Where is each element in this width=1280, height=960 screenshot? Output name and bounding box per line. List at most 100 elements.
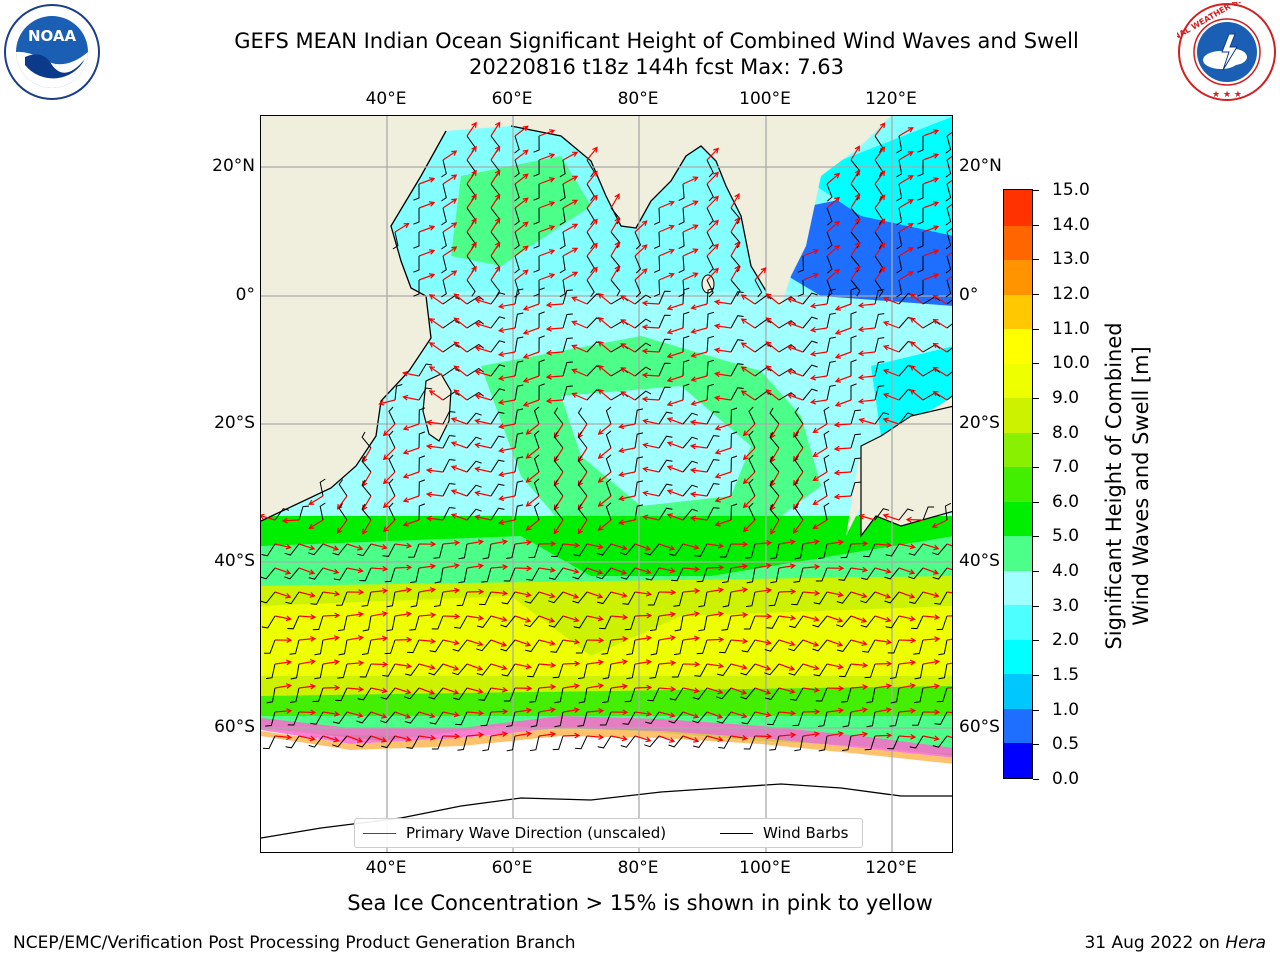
wave-direction-arrow — [682, 272, 699, 281]
wave-direction-arrow — [857, 302, 876, 309]
wind-barb — [554, 687, 564, 704]
colorbar-tick-label: 9.0 — [1052, 387, 1080, 408]
wind-barb — [361, 639, 372, 655]
wave-direction-arrow — [522, 327, 540, 335]
wind-barb — [601, 687, 612, 704]
wind-barb — [885, 615, 900, 629]
wave-direction-arrow — [778, 539, 797, 545]
wave-direction-arrow — [498, 495, 516, 502]
wave-direction-arrow — [730, 541, 749, 548]
wind-barb — [896, 279, 903, 298]
wave-direction-arrow — [792, 495, 804, 511]
wave-direction-arrow — [274, 708, 293, 714]
wave-direction-arrow — [402, 447, 420, 455]
wave-direction-arrow — [322, 635, 341, 641]
wave-direction-arrow — [562, 638, 581, 645]
wave-direction-arrow — [466, 687, 484, 694]
lon-label-bottom-120e: 120°E — [865, 858, 917, 878]
wave-direction-arrow — [931, 519, 948, 528]
wind-barb — [887, 639, 900, 654]
wind-barb — [754, 295, 772, 305]
wind-barb — [357, 543, 372, 557]
wind-barb — [308, 735, 324, 748]
wind-barb — [442, 319, 460, 329]
wind-barb — [596, 543, 612, 556]
map-canvas — [261, 116, 952, 852]
wave-direction-arrow — [538, 615, 556, 623]
wave-direction-arrow — [932, 390, 948, 401]
wind-barb — [649, 663, 660, 679]
wave-direction-arrow — [898, 591, 916, 599]
colorbar-tick-mark — [1033, 328, 1039, 330]
wave-direction-arrow — [298, 659, 317, 665]
wave-direction-arrow — [586, 734, 605, 740]
wave-direction-arrow — [442, 222, 458, 233]
colorbar-segment — [1004, 432, 1032, 468]
wind-barb — [860, 615, 876, 628]
wind-barb — [562, 361, 573, 377]
wave-direction-arrow — [706, 611, 725, 617]
wind-barb — [577, 479, 588, 497]
wave-direction-arrow — [538, 684, 557, 690]
wind-barb — [533, 159, 540, 177]
wave-direction-arrow — [466, 732, 485, 738]
wave-direction-arrow — [874, 194, 886, 209]
wave-direction-arrow — [826, 172, 841, 185]
wind-barb — [917, 280, 924, 297]
wave-direction-arrow — [418, 225, 436, 233]
wave-direction-arrow — [466, 265, 477, 281]
colorbar-tick-label: 14.0 — [1052, 214, 1090, 235]
wave-direction-arrow — [946, 662, 952, 665]
wind-barb — [909, 735, 924, 749]
wind-barb — [528, 543, 540, 559]
wave-direction-arrow — [922, 636, 941, 642]
wind-barb — [634, 432, 644, 449]
wind-barb — [692, 687, 708, 700]
wave-direction-arrow — [442, 563, 461, 569]
wave-direction-arrow — [610, 543, 628, 551]
wind-barb — [559, 231, 566, 250]
wind-barb — [559, 183, 566, 202]
wind-barb — [550, 543, 564, 558]
wave-direction-arrow — [946, 275, 952, 281]
wave-direction-arrow — [826, 244, 841, 257]
colorbar-tick-label: 5.0 — [1052, 526, 1080, 547]
wind-barb — [706, 255, 714, 274]
wave-direction-arrow — [682, 200, 699, 209]
wave-direction-arrow — [571, 368, 588, 377]
wind-barb — [914, 687, 924, 704]
wave-direction-arrow — [706, 171, 719, 185]
wave-direction-arrow — [666, 441, 684, 449]
wave-direction-arrow — [874, 567, 892, 574]
wind-barb — [850, 359, 857, 376]
wind-barb — [308, 567, 324, 580]
wind-barb — [917, 208, 924, 225]
lat-label-right-60s: 60°S — [959, 717, 1000, 737]
colorbar-segment — [1004, 397, 1032, 433]
colorbar-segment — [1004, 639, 1032, 675]
wind-barb — [692, 711, 708, 724]
wave-direction-arrow — [812, 447, 828, 458]
wave-direction-arrow — [545, 349, 564, 356]
wind-barb — [794, 455, 804, 473]
wind-barb — [285, 735, 300, 749]
wind-barb — [266, 663, 276, 680]
wave-direction-arrow — [490, 121, 501, 137]
wind-barb — [458, 543, 468, 560]
lat-label-left-40s: 40°S — [214, 551, 255, 571]
wind-barb — [577, 711, 588, 727]
wind-barb — [936, 687, 948, 703]
chart-title: GEFS MEAN Indian Ocean Significant Heigh… — [234, 29, 1079, 53]
wind-barb — [490, 388, 506, 401]
chart-subtitle: 20220816 t18z 144h fcst Max: 7.63 — [469, 55, 844, 79]
wave-direction-arrow — [418, 273, 436, 281]
wind-barb — [466, 343, 484, 353]
wave-direction-arrow — [850, 217, 860, 233]
colorbar-segment — [1004, 294, 1032, 330]
wave-direction-arrow — [754, 563, 773, 569]
wind-barb — [842, 711, 852, 728]
wave-direction-arrow — [682, 661, 701, 668]
wind-barb — [605, 502, 612, 521]
wave-direction-arrow — [474, 514, 492, 521]
wind-barb — [562, 385, 573, 401]
